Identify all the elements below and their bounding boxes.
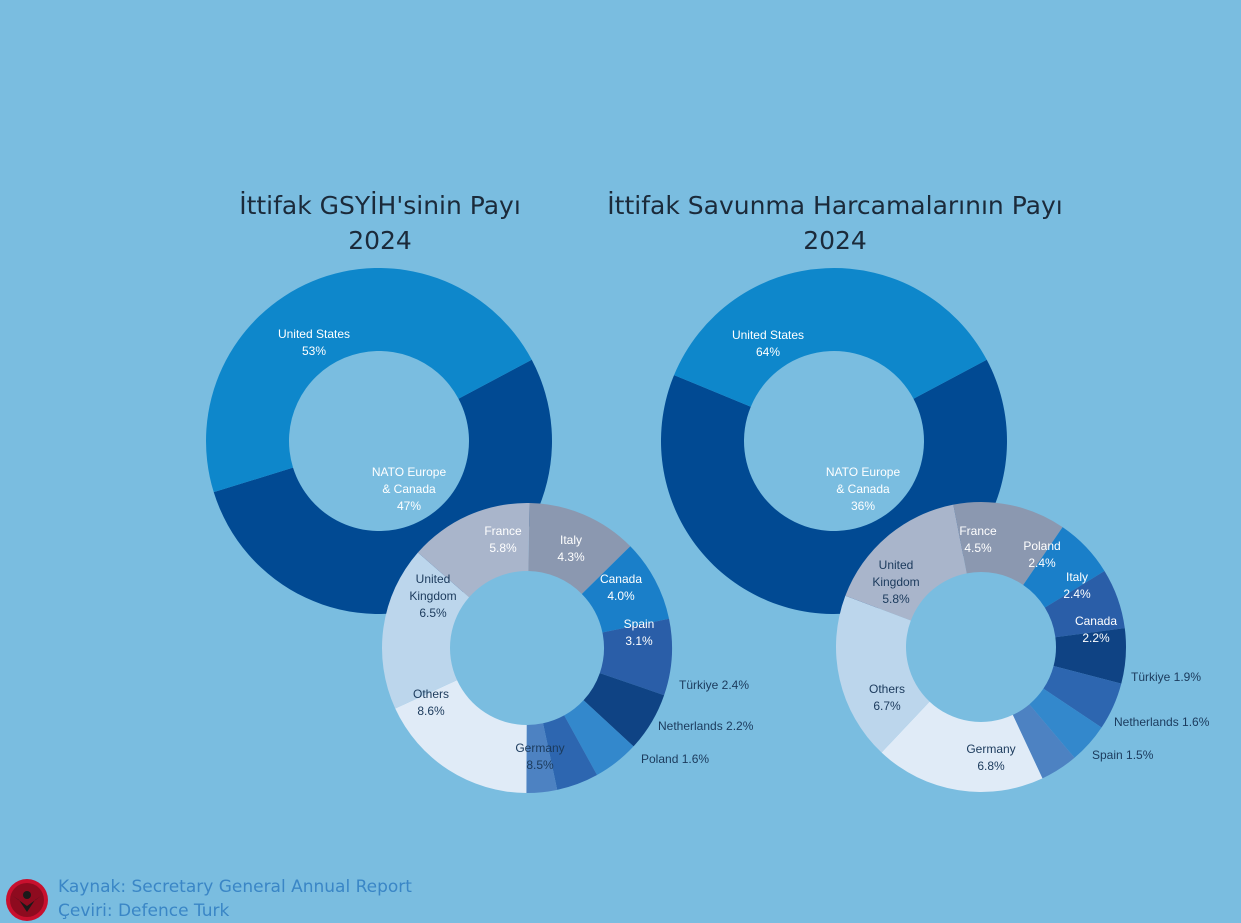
def-outer-label-united-states: United States 64% [732,328,804,359]
gdp-inner-slice-germany [395,680,527,793]
def-inner-label-poland: Poland 2.4% [1023,539,1060,570]
def-inner-slice-poland [1023,527,1105,608]
def-inner-label-spain: Spain 1.5% [1092,748,1154,762]
def-inner-label-türkiye: Türkiye 1.9% [1131,670,1201,684]
gdp-inner-slice-united-kingdom [417,503,530,598]
gdp-inner-slice-canada [599,618,672,696]
gdp-outer-label-nato-europe-canada: NATO Europe & Canada 47% [372,465,447,513]
def-inner-slice-germany [881,701,1043,792]
defence-chart-title: İttifak Savunma Harcamalarının Payı 2024 [575,188,1095,258]
gdp-inner-label-united-kingdom: United Kingdom 6.5% [409,572,456,620]
gdp-inner-slice-spain [583,673,665,747]
def-inner-slice-canada [1053,628,1126,684]
def-inner-slice-spain [1012,704,1075,779]
gdp-inner-label-spain: Spain 3.1% [624,617,655,648]
def-inner-slice-türkiye [1043,665,1122,728]
defence-title-line2: 2024 [803,226,867,255]
def-inner-label-united-kingdom: United Kingdom 5.8% [872,558,919,606]
def-inner-label-italy: Italy 2.4% [1063,570,1091,601]
gdp-inner-label-germany: Germany 8.5% [515,741,564,772]
gdp-inner-label-canada: Canada 4.0% [600,572,642,603]
gdp-inner-label-netherlands: Netherlands 2.2% [658,719,754,733]
footer: Kaynak: Secretary General Annual Report … [58,875,412,923]
def-inner-slice-france [953,502,1063,586]
gdp-inner-label-others: Others 8.6% [413,687,449,718]
defence-turk-logo [6,879,48,921]
def-inner-label-others: Others 6.7% [869,682,905,713]
gdp-inner-slice-poland [526,723,558,793]
def-inner-label-canada: Canada 2.2% [1075,614,1117,645]
gdp-inner-slice-türkiye [564,700,634,775]
gdp-inner-slice-others [382,552,470,709]
gdp-title-line1: İttifak GSYİH'sinin Payı [239,191,521,220]
gdp-outer-slice-nato-europe-canada [206,268,532,493]
gdp-inner-label-poland: Poland 1.6% [641,752,709,766]
gdp-inner-label-türkiye: Türkiye 2.4% [679,678,749,692]
gdp-title-line2: 2024 [348,226,412,255]
def-inner-slice-italy [1044,570,1125,638]
def-outer-slice-nato-europe-canada [674,267,987,407]
gdp-inner-slice-italy [581,546,670,633]
gdp-chart-title: İttifak GSYİH'sinin Payı 2024 [200,188,560,258]
gdp-inner-label-italy: Italy 4.3% [557,533,585,564]
gdp-inner-label-france: France 5.8% [484,524,522,555]
def-inner-slice-others [835,595,930,753]
def-outer-label-nato-europe-canada: NATO Europe & Canada 36% [826,465,901,513]
translation-note: Çeviri: Defence Turk [58,901,230,921]
def-inner-label-germany: Germany 6.8% [966,742,1015,773]
defence-title-line1: İttifak Savunma Harcamalarının Payı [607,191,1063,220]
gdp-outer-label-united-states: United States 53% [278,327,350,358]
gdp-inner-slice-france [528,503,631,594]
def-inner-label-france: France 4.5% [959,524,997,555]
def-inner-slice-netherlands [1029,688,1102,758]
gdp-inner-slice-netherlands [543,715,598,790]
source-note: Kaynak: Secretary General Annual Report [58,877,412,897]
def-inner-slice-united-kingdom [845,504,967,621]
def-inner-label-netherlands: Netherlands 1.6% [1114,715,1210,729]
